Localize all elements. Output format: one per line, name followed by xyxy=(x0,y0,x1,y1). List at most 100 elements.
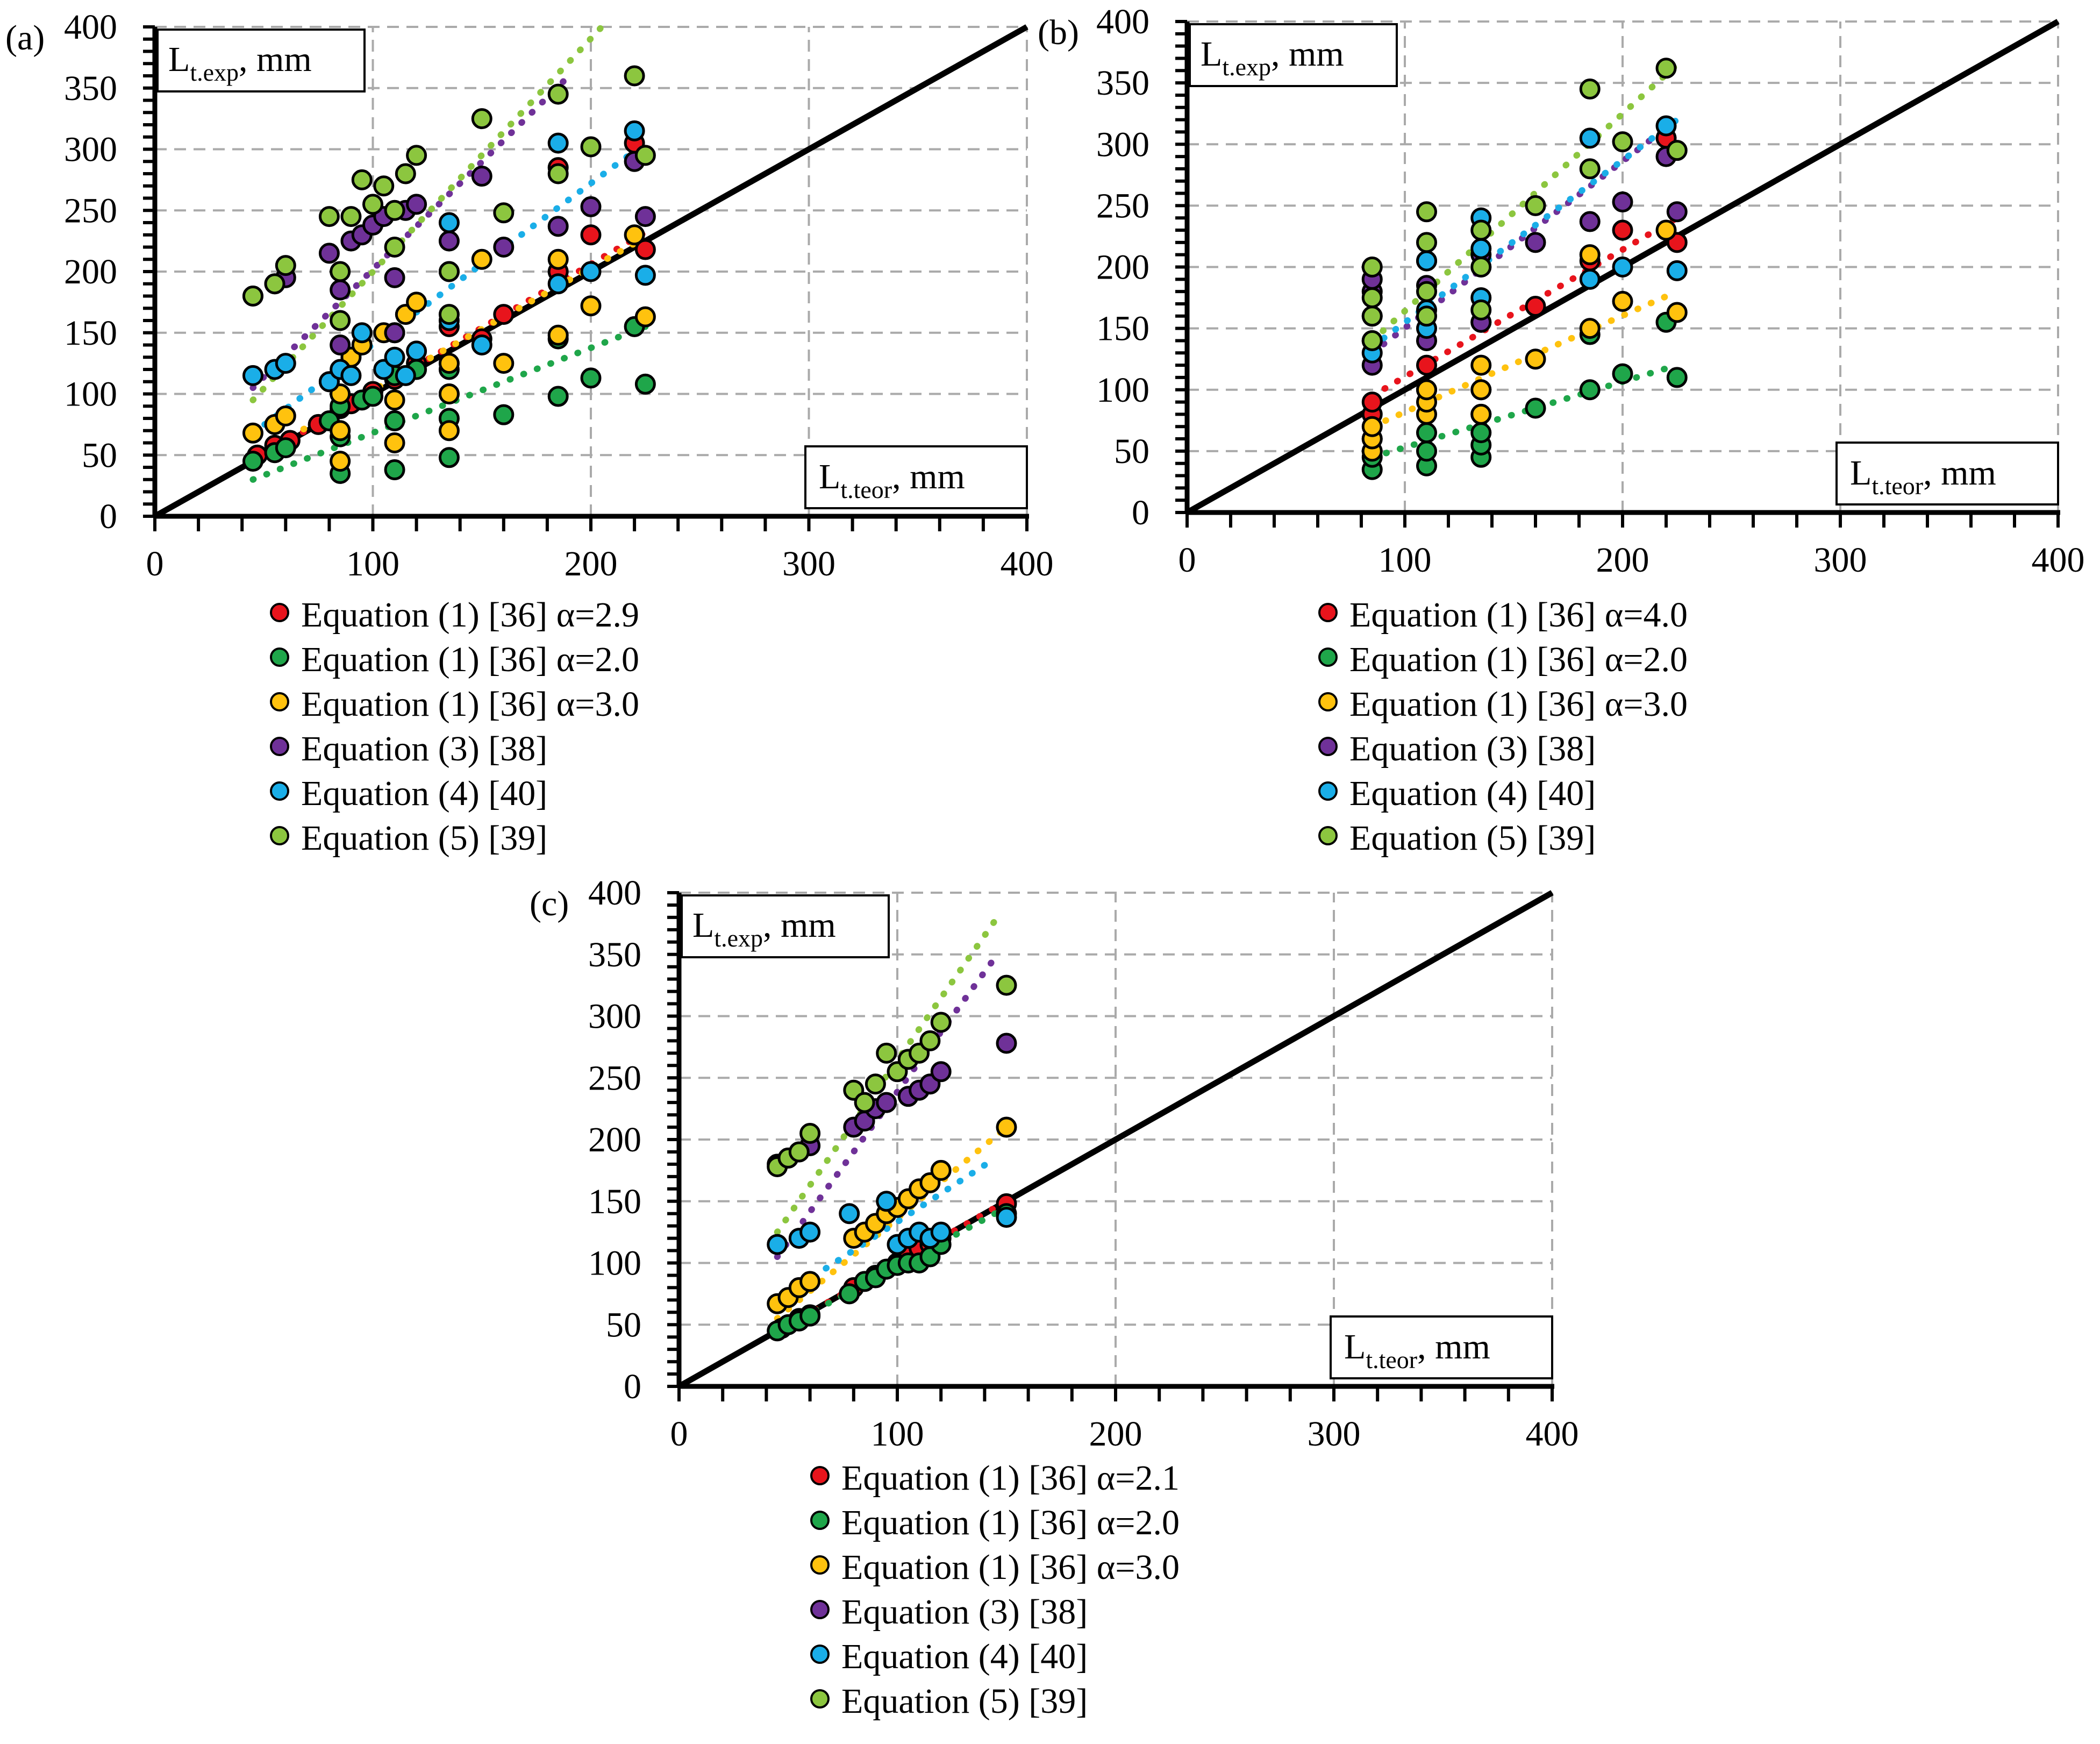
data-point-blue xyxy=(547,132,569,154)
y-tick-label: 150 xyxy=(64,314,117,353)
y-tick-label: 200 xyxy=(588,1120,641,1159)
legend-marker-purple xyxy=(1318,737,1338,756)
x-tick-label: 100 xyxy=(871,1414,924,1454)
data-point-lightgreen xyxy=(865,1073,886,1095)
legend-marker-green xyxy=(270,647,289,667)
data-point-lightgreen xyxy=(1416,232,1437,253)
y-tick-label: 100 xyxy=(64,375,117,414)
panel-label: (a) xyxy=(5,18,45,58)
data-point-purple xyxy=(1666,201,1688,223)
data-point-yellow xyxy=(275,405,296,426)
y-tick-label: 350 xyxy=(1096,63,1149,103)
data-point-green xyxy=(1525,397,1546,419)
x-tick-label: 100 xyxy=(1378,540,1432,580)
data-point-purple xyxy=(634,206,656,227)
legend: Equation (1) [36] α=2.1 Equation (1) [36]… xyxy=(810,1458,1180,1721)
data-point-yellow xyxy=(580,295,602,317)
data-point-blue xyxy=(634,265,656,286)
legend-entry: Equation (3) [38] xyxy=(841,1592,1088,1632)
legend-marker-lightgreen xyxy=(810,1689,830,1709)
data-point-lightgreen xyxy=(1361,257,1383,277)
data-point-blue xyxy=(799,1221,821,1243)
x-tick-label: 300 xyxy=(782,544,835,583)
data-point-blue xyxy=(438,212,460,233)
data-point-lightgreen xyxy=(1655,58,1677,79)
data-point-lightgreen xyxy=(1579,79,1601,100)
y-tick-label: 250 xyxy=(1096,186,1149,225)
legend-entry: Equation (1) [36] α=3.0 xyxy=(1349,685,1688,724)
data-point-lightgreen xyxy=(438,261,460,282)
panel-label: (c) xyxy=(530,884,569,923)
data-point-lightgreen xyxy=(340,206,362,227)
data-point-lightgreen xyxy=(930,1012,952,1033)
data-point-lightgreen xyxy=(471,108,492,130)
data-point-yellow xyxy=(438,420,460,442)
data-point-yellow xyxy=(1612,290,1633,312)
y-axis-title-main: L xyxy=(1201,34,1222,74)
legend-entry: Equation (5) [39] xyxy=(301,818,547,858)
data-point-lightgreen xyxy=(362,194,383,215)
data-point-lightgreen xyxy=(493,202,515,224)
y-tick-label: 50 xyxy=(606,1305,641,1344)
legend-marker-lightgreen xyxy=(270,826,289,845)
data-point-blue xyxy=(351,322,373,344)
chart-panel-3: 0 50 100 150 200 250 300 350 400 0 100 200 300 400 (c)… xyxy=(530,873,1579,1721)
y-axis-title-subscript: t.exp xyxy=(714,924,763,952)
data-point-yellow xyxy=(406,291,427,313)
data-point-purple xyxy=(876,1092,897,1113)
data-point-lightgreen xyxy=(854,1092,875,1113)
data-point-purple xyxy=(547,216,569,237)
legend-entry: Equation (1) [36] α=3.0 xyxy=(841,1548,1180,1587)
data-point-green xyxy=(275,437,296,459)
x-tick-label: 200 xyxy=(565,544,618,583)
data-point-yellow xyxy=(330,420,351,442)
data-point-blue xyxy=(471,334,492,355)
legend-marker-blue xyxy=(270,781,289,801)
x-tick-label: 400 xyxy=(1001,544,1054,583)
y-tick-label: 50 xyxy=(82,436,117,475)
panel-label: (b) xyxy=(1038,13,1079,52)
y-tick-label: 400 xyxy=(64,8,117,47)
x-axis-title-text: Lt.teor, mm xyxy=(819,457,965,503)
data-point-purple xyxy=(1579,211,1601,232)
x-tick-label: 100 xyxy=(346,544,399,583)
legend-entry: Equation (3) [38] xyxy=(1349,729,1596,768)
data-point-blue xyxy=(340,365,362,386)
data-point-lightgreen xyxy=(788,1141,810,1163)
data-point-yellow xyxy=(1361,416,1383,437)
data-point-lightgreen xyxy=(330,310,351,331)
trendline-lightgreen xyxy=(249,24,605,403)
data-point-green xyxy=(384,459,405,481)
data-point-purple xyxy=(330,334,351,355)
y-axis-title-main: L xyxy=(692,906,714,945)
x-axis-title: Lt.teor, mm xyxy=(1835,442,2059,506)
x-tick-label: 200 xyxy=(1596,540,1649,580)
data-point-purple xyxy=(438,230,460,252)
data-point-yellow xyxy=(547,248,569,270)
y-axis-title-box xyxy=(681,894,890,958)
data-point-green xyxy=(839,1283,860,1305)
legend-entry: Equation (1) [36] α=3.0 xyxy=(301,685,639,724)
x-tick-label: 300 xyxy=(1814,540,1867,580)
data-point-yellow xyxy=(384,389,405,411)
y-axis-title: Lt.exp, mm xyxy=(156,29,366,92)
data-point-purple xyxy=(580,196,602,217)
data-point-purple xyxy=(471,166,492,187)
data-point-yellow xyxy=(438,353,460,374)
data-point-lightgreen xyxy=(1470,219,1492,241)
x-axis-title: Lt.teor, mm xyxy=(804,445,1028,509)
legend-marker-yellow xyxy=(1318,692,1338,711)
data-point-blue xyxy=(242,365,263,386)
data-point-lightgreen xyxy=(1416,281,1437,302)
y-axis-title: Lt.exp, mm xyxy=(1189,23,1398,87)
x-tick-label: 400 xyxy=(2032,540,2085,580)
trendline-yellow xyxy=(774,1124,1010,1322)
legend-marker-purple xyxy=(270,737,289,756)
legend-marker-lightgreen xyxy=(1318,826,1338,845)
data-point-yellow xyxy=(1470,354,1492,376)
data-point-red xyxy=(1612,219,1633,241)
x-axis-title-subscript: t.teor xyxy=(1366,1346,1417,1373)
y-tick-label: 150 xyxy=(1096,309,1149,348)
y-axis-title-unit: , mm xyxy=(763,906,836,945)
